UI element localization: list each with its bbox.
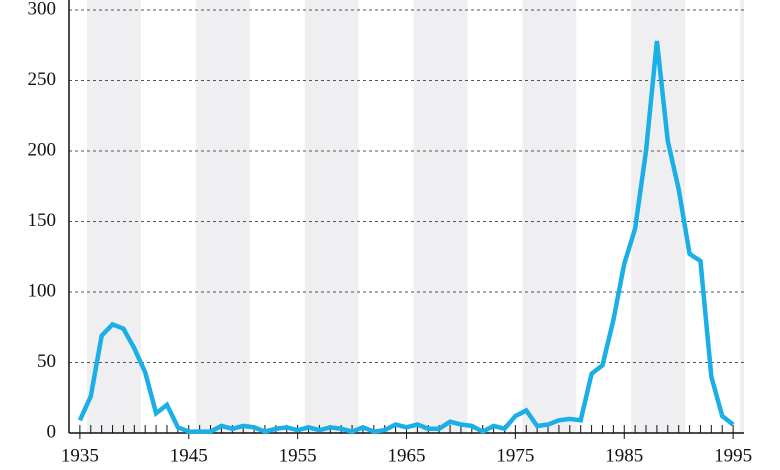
line — [77, 40, 735, 435]
y-tick-label: 250 — [28, 69, 57, 90]
y-tick-label: 300 — [28, 0, 57, 19]
x-tick-label: 1965 — [388, 445, 426, 466]
band — [413, 0, 468, 433]
band — [522, 0, 577, 433]
x-tick-label: 1985 — [605, 445, 643, 466]
x-tick-label: 1935 — [61, 445, 99, 466]
x-tick-label: 1955 — [279, 445, 317, 466]
band — [304, 0, 359, 433]
band — [740, 0, 744, 433]
y-tick-label: 200 — [28, 139, 57, 160]
x-tick-label: 1945 — [170, 445, 208, 466]
x-tick-label: 1975 — [496, 445, 534, 466]
x-tick-label: 1995 — [714, 445, 752, 466]
y-tick-label: 0 — [47, 421, 57, 442]
y-tick-label: 100 — [28, 280, 57, 301]
band — [195, 0, 250, 433]
y-tick-label: 50 — [37, 351, 56, 372]
y-tick-label: 150 — [28, 210, 57, 231]
